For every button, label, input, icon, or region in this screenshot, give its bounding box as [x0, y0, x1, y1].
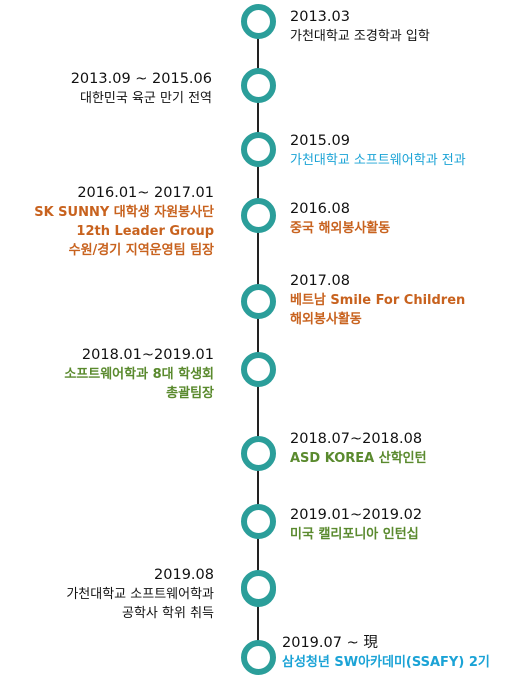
timeline-entry: 2017.08 베트남 Smile For Children 해외봉사활동: [290, 272, 465, 329]
event-description: 수원/경기 지역운영팀 팀장: [68, 243, 214, 258]
event-date: 2019.07 ~ 現: [282, 635, 378, 651]
timeline-node: [241, 570, 276, 605]
event-date: 2018.01~2019.01: [81, 347, 214, 363]
event-description: 소프트웨어학과 8대 학생회: [64, 367, 214, 382]
event-description: 대한민국 육군 만기 전역: [80, 91, 212, 106]
timeline-entry: 2016.08 중국 해외봉사활동: [290, 200, 390, 238]
event-description: 베트남 Smile For Children: [290, 293, 466, 308]
event-description: 총괄팀장: [166, 386, 214, 401]
timeline-node: [241, 68, 276, 103]
timeline-entry: 2013.09 ~ 2015.06 대한민국 육군 만기 전역: [71, 70, 212, 108]
event-date: 2016.01~ 2017.01: [77, 185, 214, 201]
timeline-line: [257, 14, 259, 662]
event-date: 2015.09: [290, 133, 350, 149]
timeline-node: [241, 198, 276, 233]
event-description: 12th Leader Group: [76, 224, 214, 239]
event-description: 가천대학교 조경학과 입학: [290, 29, 430, 44]
timeline-node: [241, 504, 276, 539]
event-description: 가천대학교 소프트웨어학과: [66, 587, 214, 602]
event-description: 가천대학교 소프트웨어학과 전과: [290, 153, 466, 168]
event-description: 삼성청년 SW아카데미(SSAFY) 2기: [282, 655, 490, 670]
timeline-entry: 2019.01~2019.02 미국 캘리포니아 인턴십: [290, 506, 422, 544]
event-date: 2019.01~2019.02: [290, 507, 423, 523]
timeline-entry: 2016.01~ 2017.01 SK SUNNY 대학생 자원봉사단 12th L…: [34, 184, 214, 260]
timeline-node: [241, 4, 276, 39]
event-description: SK SUNNY 대학생 자원봉사단: [34, 205, 214, 220]
event-date: 2019.08: [154, 567, 214, 583]
event-date: 2013.03: [290, 9, 350, 25]
timeline-entry: 2013.03 가천대학교 조경학과 입학: [290, 8, 430, 46]
timeline-node: [241, 284, 276, 319]
event-date: 2016.08: [290, 201, 350, 217]
event-date: 2017.08: [290, 273, 350, 289]
event-date: 2013.09 ~ 2015.06: [70, 71, 212, 87]
event-description: 중국 해외봉사활동: [290, 221, 391, 236]
timeline-node: [241, 352, 276, 387]
timeline-entry: 2018.07~2018.08 ASD KOREA 산학인턴: [290, 430, 427, 468]
timeline-node: [241, 436, 276, 471]
timeline-node: [241, 640, 276, 675]
event-description: 해외봉사활동: [290, 312, 362, 327]
event-description: 미국 캘리포니아 인턴십: [290, 527, 419, 542]
event-description: ASD KOREA 산학인턴: [290, 451, 427, 466]
timeline-entry: 2015.09 가천대학교 소프트웨어학과 전과: [290, 132, 466, 170]
timeline-node: [241, 132, 276, 167]
event-description: 공학사 학위 취득: [122, 606, 214, 621]
timeline-entry: 2019.07 ~ 現 삼성청년 SW아카데미(SSAFY) 2기: [282, 634, 490, 672]
event-date: 2018.07~2018.08: [290, 431, 423, 447]
